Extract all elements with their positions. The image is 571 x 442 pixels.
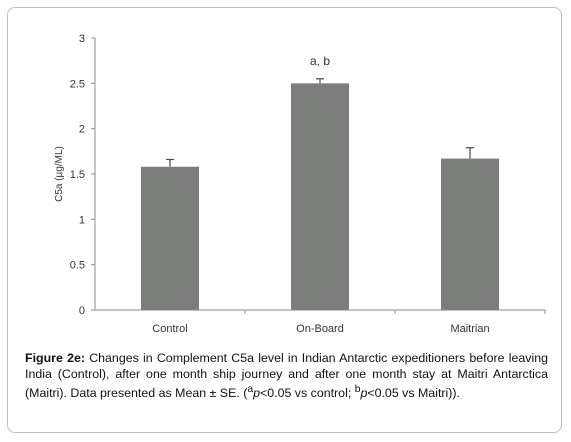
caption-note-a: <0.05 vs control; xyxy=(260,386,355,401)
y-tick-label: 2.5 xyxy=(70,78,85,90)
figure-caption: Figure 2e: Changes in Complement C5a lev… xyxy=(25,350,548,401)
x-tick-label: Control xyxy=(152,323,187,335)
significance-annotation: a, b xyxy=(310,54,330,68)
bar xyxy=(441,158,499,310)
y-tick-label: 1.5 xyxy=(70,169,85,181)
caption-sup-b: b xyxy=(354,384,361,395)
y-tick-label: 2 xyxy=(79,124,85,136)
y-tick-label: 3 xyxy=(79,33,85,45)
chart-labels: 0 0.5 1 1.5 2 2.5 3 C5a (µg/ML) Control On-Board M… xyxy=(54,33,490,335)
bar xyxy=(141,166,199,310)
y-tick-label: 1 xyxy=(79,214,85,226)
caption-sup-a: a xyxy=(247,384,254,395)
caption-note-b: <0.05 vs Maitri)). xyxy=(367,386,460,401)
caption-text: Changes in Complement C5a level in India… xyxy=(25,351,548,401)
caption-p-b: p xyxy=(360,386,368,401)
caption-p-a: p xyxy=(253,386,260,401)
x-tick-label: On-Board xyxy=(296,323,344,335)
x-tick-label: Maitrian xyxy=(450,323,489,335)
caption-label: Figure 2e: xyxy=(25,351,85,365)
y-tick-label: 0.5 xyxy=(70,260,85,272)
bar-chart: 0 0.5 1 1.5 2 2.5 3 C5a (µg/ML) Control On-Board M… xyxy=(54,33,546,335)
bar xyxy=(291,83,349,310)
y-tick-label: 0 xyxy=(79,305,85,317)
y-axis-title: C5a (µg/ML) xyxy=(54,146,65,202)
chart-bars xyxy=(141,78,499,310)
